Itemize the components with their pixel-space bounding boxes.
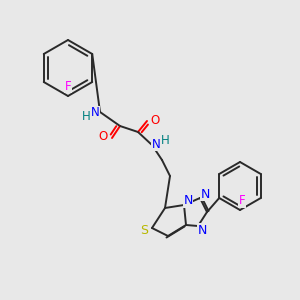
Text: O: O xyxy=(98,130,108,143)
Text: F: F xyxy=(239,194,245,208)
Text: N: N xyxy=(152,137,160,151)
Text: N: N xyxy=(200,188,210,200)
Text: N: N xyxy=(91,106,99,119)
Text: S: S xyxy=(140,224,148,236)
Text: O: O xyxy=(150,113,160,127)
Text: F: F xyxy=(65,80,71,92)
Text: H: H xyxy=(160,134,169,146)
Text: N: N xyxy=(183,194,193,208)
Text: N: N xyxy=(197,224,207,236)
Text: H: H xyxy=(82,110,90,124)
